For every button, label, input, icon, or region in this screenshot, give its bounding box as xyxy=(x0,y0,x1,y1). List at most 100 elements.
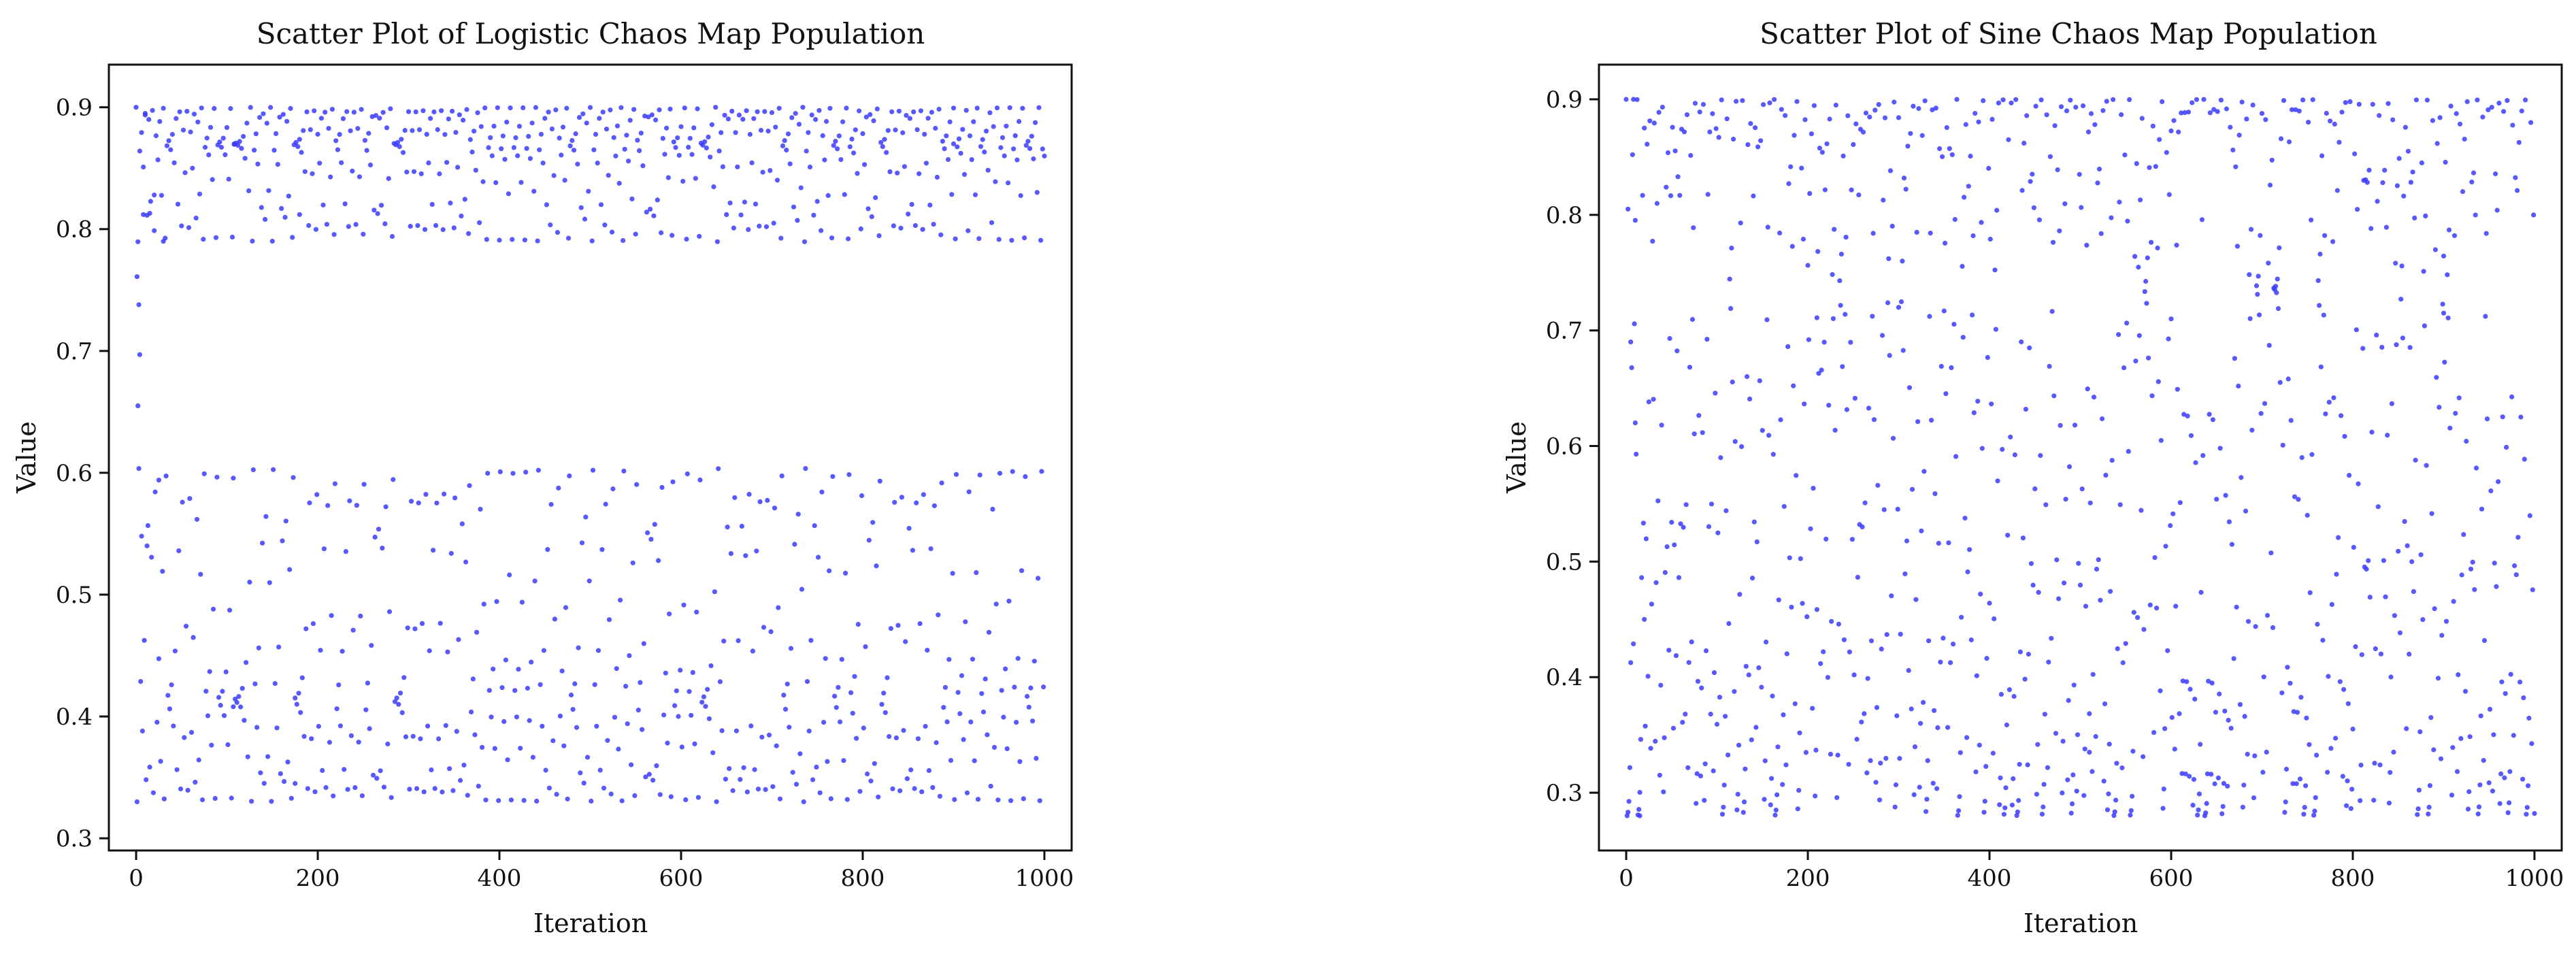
scatter-point xyxy=(2483,231,2489,236)
scatter-point xyxy=(426,160,431,165)
scatter-point xyxy=(288,105,293,111)
scatter-point xyxy=(522,237,528,243)
scatter-point xyxy=(584,120,589,126)
scatter-point xyxy=(1642,125,1647,131)
scatter-point xyxy=(908,767,914,773)
scatter-point xyxy=(595,648,601,653)
scatter-point xyxy=(1829,618,1834,624)
scatter-point xyxy=(2250,102,2256,108)
scatter-point xyxy=(527,156,533,161)
scatter-point xyxy=(2296,497,2301,502)
scatter-point xyxy=(742,199,747,205)
scatter-point xyxy=(738,212,744,218)
scatter-point xyxy=(1868,638,1875,644)
scatter-point xyxy=(2022,676,2028,682)
scatter-point xyxy=(835,146,840,152)
scatter-point xyxy=(305,786,310,791)
scatter-point xyxy=(2396,548,2401,554)
scatter-point xyxy=(2076,561,2081,566)
scatter-point xyxy=(2042,712,2047,717)
scatter-point xyxy=(410,733,416,739)
scatter-point xyxy=(499,685,505,691)
scatter-point xyxy=(2051,393,2057,399)
scatter-point xyxy=(315,131,320,137)
scatter-point xyxy=(800,105,806,110)
scatter-point xyxy=(1835,753,1840,758)
scatter-point xyxy=(682,105,687,111)
scatter-point xyxy=(1838,251,1844,257)
scatter-point xyxy=(347,498,352,503)
scatter-point xyxy=(177,109,182,114)
scatter-point xyxy=(659,484,665,491)
scatter-point xyxy=(597,767,603,773)
scatter-point xyxy=(2339,413,2344,418)
scatter-point xyxy=(1724,116,1730,122)
scatter-point xyxy=(1637,813,1642,819)
scatter-point xyxy=(614,123,621,129)
scatter-point xyxy=(1981,98,1986,103)
scatter-point xyxy=(1743,663,1749,669)
scatter-point xyxy=(1902,571,1908,577)
scatter-point xyxy=(386,609,393,614)
y-tick-label: 0.9 xyxy=(1546,86,1583,114)
scatter-point xyxy=(2053,731,2059,736)
scatter-point xyxy=(258,770,263,776)
scatter-point xyxy=(408,224,413,229)
scatter-point xyxy=(991,124,996,129)
scatter-point xyxy=(423,492,429,497)
scatter-point xyxy=(2352,151,2358,156)
scatter-point xyxy=(2201,97,2207,102)
scatter-point xyxy=(917,621,923,627)
scatter-point xyxy=(1768,802,1773,808)
scatter-point xyxy=(2317,251,2323,257)
scatter-point xyxy=(804,679,810,684)
scatter-point xyxy=(1811,486,1816,491)
scatter-point xyxy=(574,725,580,730)
scatter-point xyxy=(2183,771,2188,777)
scatter-point xyxy=(248,105,253,110)
scatter-point xyxy=(2185,110,2191,115)
scatter-point xyxy=(2017,649,2023,655)
scatter-point xyxy=(2071,682,2077,688)
scatter-point xyxy=(205,713,211,718)
scatter-points xyxy=(133,105,1047,804)
scatter-point xyxy=(606,617,612,623)
scatter-point xyxy=(1629,365,1634,371)
scatter-point xyxy=(1862,711,1867,716)
scatter-point xyxy=(477,220,482,225)
scatter-point xyxy=(1695,678,1701,684)
scatter-point xyxy=(1676,575,1682,580)
scatter-point xyxy=(977,472,982,478)
scatter-point xyxy=(2200,452,2206,459)
scatter-point xyxy=(1740,810,1746,815)
scatter-point xyxy=(1665,150,1671,156)
scatter-point xyxy=(2522,457,2527,462)
scatter-point xyxy=(279,205,284,211)
scatter-point xyxy=(169,682,174,688)
scatter-point xyxy=(1792,701,1798,706)
scatter-point xyxy=(640,727,645,732)
scatter-point xyxy=(1958,750,1963,755)
scatter-point xyxy=(624,133,629,138)
scatter-point xyxy=(2483,314,2488,319)
scatter-point xyxy=(2005,533,2011,538)
scatter-point xyxy=(814,764,819,770)
scatter-point xyxy=(833,705,839,710)
scatter-point xyxy=(2083,604,2089,609)
scatter-point xyxy=(2513,175,2518,180)
scatter-point xyxy=(2440,301,2445,307)
scatter-point xyxy=(2002,805,2008,810)
scatter-point xyxy=(782,706,789,712)
scatter-point xyxy=(766,732,772,738)
scatter-point xyxy=(929,110,934,115)
scatter-point xyxy=(899,495,904,500)
scatter-point xyxy=(229,795,234,801)
scatter-point xyxy=(1807,191,1813,196)
scatter-point xyxy=(1929,418,1934,423)
scatter-point xyxy=(1010,469,1015,474)
scatter-point xyxy=(1704,337,1710,342)
scatter-point xyxy=(443,723,448,728)
scatter-point xyxy=(930,784,936,790)
scatter-point xyxy=(686,144,691,150)
scatter-point xyxy=(997,471,1003,476)
